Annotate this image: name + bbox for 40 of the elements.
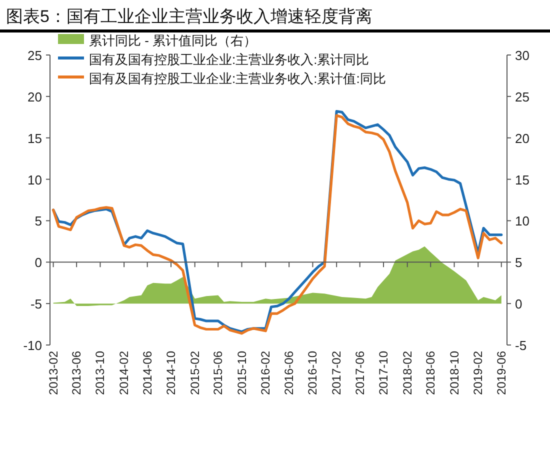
y-tick-label: -10 — [23, 338, 42, 353]
y2-tick-label: 20 — [515, 130, 530, 146]
x-tick-label: 2017-06 — [352, 350, 367, 396]
x-tick-label: 2015-02 — [188, 350, 202, 396]
x-tick-label: 2014-02 — [117, 350, 132, 396]
x-tick-label: 2013-06 — [70, 350, 84, 396]
y2-tick-label: 0 — [515, 296, 522, 312]
x-tick-label: 2014-10 — [164, 350, 178, 396]
y-tick-label: 15 — [28, 130, 42, 146]
y-tick-label: 25 — [28, 48, 42, 63]
y2-tick-label: 25 — [515, 89, 530, 104]
x-tick-label: 2013-02 — [46, 350, 60, 396]
y2-tick-label: 5 — [515, 255, 522, 270]
y2-tick-label: 15 — [515, 172, 530, 188]
y-tick-label: 10 — [28, 172, 42, 188]
x-tick-label: 2019-06 — [494, 350, 508, 396]
y-tick-label: -5 — [30, 296, 42, 312]
x-tick-label: 2013-10 — [93, 350, 108, 396]
y-tick-label: 20 — [28, 89, 42, 104]
legend-label: 累计同比 - 累计值同比（右） — [89, 33, 257, 48]
chart-title: 图表5：国有工业企业主营业务收入增速轻度背离 — [6, 7, 372, 26]
legend-label: 国有及国有控股工业企业:主营业务收入:累计同比 — [89, 52, 370, 67]
x-tick-label: 2016-02 — [258, 350, 273, 396]
x-tick-label: 2018-10 — [447, 350, 462, 396]
x-tick-label: 2017-10 — [376, 350, 390, 396]
x-tick-label: 2017-02 — [330, 350, 344, 396]
y2-tick-label: 30 — [515, 48, 530, 63]
x-tick-label: 2016-06 — [282, 350, 296, 396]
x-tick-label: 2015-10 — [234, 350, 249, 396]
x-tick-label: 2015-06 — [211, 350, 226, 396]
x-tick-label: 2016-10 — [306, 350, 320, 396]
y-tick-label: 5 — [34, 214, 42, 229]
y2-tick-label: -5 — [515, 338, 527, 353]
legend-label: 国有及国有控股工业企业:主营业务收入:累计值:同比 — [89, 71, 386, 86]
x-tick-label: 2019-02 — [471, 350, 486, 396]
y2-tick-label: 10 — [515, 214, 530, 229]
x-tick-label: 2018-02 — [400, 350, 414, 396]
x-tick-label: 2018-06 — [424, 350, 438, 396]
y-tick-label: 0 — [34, 255, 42, 270]
x-tick-label: 2014-06 — [140, 350, 154, 396]
